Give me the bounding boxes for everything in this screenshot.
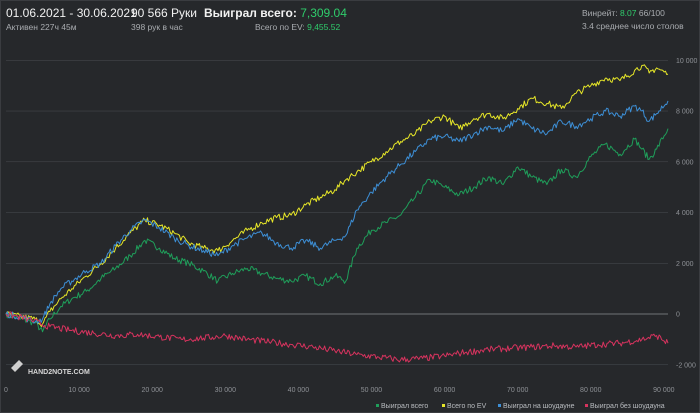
x-tick-label: 40 000	[288, 387, 310, 394]
winrate: Винрейт: 8.07 66/100	[582, 8, 665, 18]
legend-label: Всего по EV	[447, 403, 487, 410]
winrate-suffix: 66/100	[638, 8, 665, 18]
y-tick-label: 10 000	[676, 58, 698, 65]
y-tick-label: 4 000	[676, 210, 694, 217]
x-tick-label: 90 000	[653, 387, 675, 394]
legend-label: Выиграл без шоудауна	[590, 402, 665, 410]
legend-label: Выиграл на шоудауне	[503, 403, 575, 410]
x-tick-label: 50 000	[361, 387, 383, 394]
x-tick-label: 70 000	[507, 387, 529, 394]
date-range: 01.06.2021 - 30.06.2021	[6, 6, 137, 20]
hand2note-logo-icon	[11, 360, 23, 372]
series-lines	[5, 64, 669, 363]
legend-swatch	[376, 404, 379, 407]
winrate-value: 8.07	[619, 8, 637, 18]
legend-swatch	[498, 404, 501, 407]
x-axis-ticks: 0 10 000 20 000 30 000 40 000 50 000 60 000 70 …	[4, 387, 675, 394]
series-line-3	[5, 311, 669, 363]
x-tick-label: 30 000	[215, 387, 237, 394]
x-tick-label: 80 000	[580, 387, 602, 394]
logo-text: HAND2NOTE.COM	[28, 369, 90, 376]
y-tick-label: 2 000	[676, 261, 694, 268]
y-tick-label: 0	[676, 312, 680, 319]
hand2note-logo: HAND2NOTE.COM	[11, 360, 90, 376]
series-line-0	[5, 128, 669, 333]
active-time: Активен 227ч 45м	[6, 22, 77, 32]
ev-total: Всего по EV: 9,455.52	[255, 22, 340, 32]
won-total: Выиграл всего: 7,309.04	[204, 6, 347, 20]
hands-count: 90 566 Руки	[131, 6, 197, 20]
y-tick-label: 6 000	[676, 159, 694, 166]
avg-tables: 3.4 среднее число столов	[582, 21, 684, 31]
ev-total-label: Всего по EV:	[255, 22, 305, 32]
won-total-value: 7,309.04	[300, 6, 347, 20]
y-tick-label: 8 000	[676, 109, 694, 116]
x-tick-label: 60 000	[434, 387, 456, 394]
hands-per-hour: 398 рук в час	[131, 22, 183, 32]
legend-swatch	[585, 404, 588, 407]
legend-swatch	[442, 404, 445, 407]
series-line-2	[5, 100, 669, 324]
y-axis-ticks: -2 000 0 2 000 4 000 6 000 8 000 10 000	[676, 58, 698, 369]
x-tick-label: 10 000	[68, 387, 90, 394]
legend-label: Выиграл всего	[381, 403, 428, 410]
winrate-label: Винрейт:	[582, 8, 618, 18]
grid-lines	[6, 60, 668, 366]
x-tick-label: 0	[4, 387, 8, 394]
x-tick-label: 20 000	[141, 387, 163, 394]
ev-total-value: 9,455.52	[307, 22, 341, 32]
chart-legend: Выиграл всего Всего по EV Выиграл на шоуда…	[376, 402, 665, 410]
series-line-1	[5, 64, 669, 327]
y-tick-label: -2 000	[676, 362, 696, 369]
won-total-label: Выиграл всего:	[204, 6, 297, 20]
